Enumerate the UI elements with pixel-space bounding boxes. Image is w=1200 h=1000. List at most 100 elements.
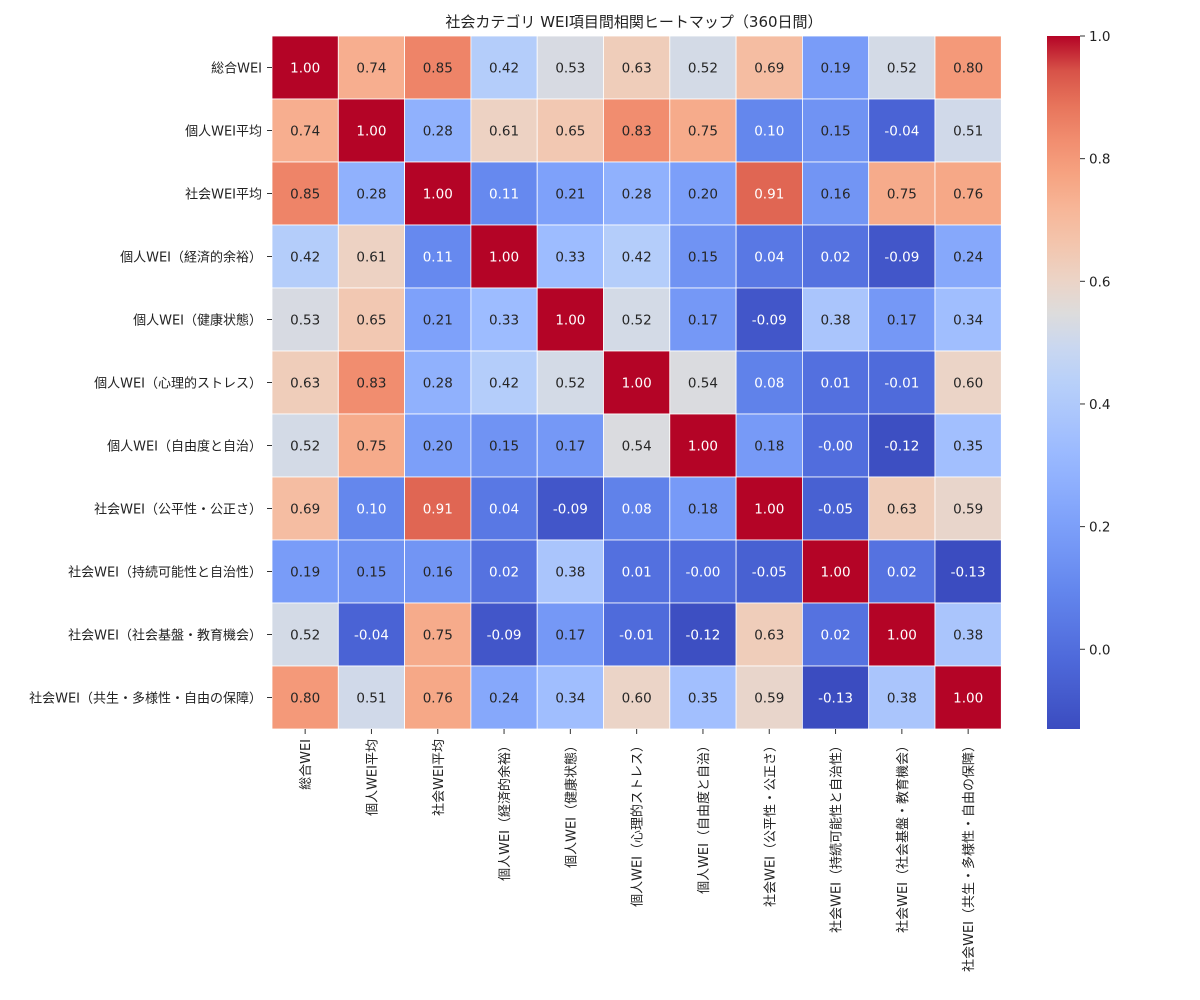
cell-value-label: 0.34 [953, 313, 983, 329]
cell-value-label: 0.08 [754, 376, 784, 392]
cell-value-label: -0.05 [752, 565, 787, 581]
row-label: 社会WEI（社会基盤・教育機会） [68, 628, 262, 644]
cell-value-label: 1.00 [887, 628, 917, 644]
cell-value-label: 0.80 [290, 691, 320, 707]
heatmap-cell [735, 602, 803, 667]
heatmap-cell [404, 413, 472, 478]
cell-value-label: 0.10 [356, 502, 386, 518]
cell-value-label: -0.00 [818, 439, 853, 455]
cell-value-label: 0.54 [688, 376, 718, 392]
cell-value-label: 0.65 [555, 124, 585, 140]
heatmap-cell [337, 287, 405, 352]
cell-value-label: 0.35 [953, 439, 983, 455]
cell-value-label: 0.42 [489, 61, 519, 77]
cell-value-label: 0.38 [555, 565, 585, 581]
heatmap-cell [603, 224, 671, 289]
cell-value-label: -0.00 [685, 565, 720, 581]
heatmap-cell [271, 665, 339, 730]
heatmap-cell [536, 287, 604, 352]
cell-value-label: 0.75 [688, 124, 718, 140]
heatmap-cell [735, 98, 803, 163]
row-label: 個人WEI（心理的ストレス） [94, 376, 262, 392]
cell-value-label: -0.04 [884, 124, 919, 140]
cell-value-label: 0.21 [555, 187, 585, 203]
cell-value-label: 0.69 [290, 502, 320, 518]
cell-value-label: 0.16 [821, 187, 851, 203]
cell-value-label: 0.52 [622, 313, 652, 329]
cell-value-label: 0.52 [290, 628, 320, 644]
cell-value-label: 0.80 [953, 61, 983, 77]
cell-value-label: 0.04 [754, 250, 784, 266]
cell-value-label: 0.91 [423, 502, 453, 518]
cell-value-label: 0.33 [555, 250, 585, 266]
heatmap-cell [536, 224, 604, 289]
cell-value-label: 0.33 [489, 313, 519, 329]
cell-value-label: 0.16 [423, 565, 453, 581]
column-labels: 総合WEI 個人WEI平均 社会WEI平均 個人WEI（経済的余裕） 個人WEI（健康状… [299, 729, 977, 972]
heatmap-cell [271, 413, 339, 478]
row-label: 社会WEI（持続可能性と自治性） [68, 565, 262, 581]
cell-value-label: 0.69 [754, 61, 784, 77]
cell-value-label: 0.17 [555, 439, 585, 455]
cell-value-label: 1.00 [356, 124, 386, 140]
cell-value-label: -0.12 [884, 439, 919, 455]
heatmap-cell [271, 35, 339, 100]
cell-value-label: 0.51 [953, 124, 983, 140]
heatmap-cell [934, 350, 1002, 415]
heatmap-cell [536, 161, 604, 226]
heatmap-cell [470, 539, 538, 604]
heatmap-cell [337, 98, 405, 163]
cell-value-label: 0.17 [887, 313, 917, 329]
cell-value-label: 0.28 [423, 376, 453, 392]
colorbar: 1.0 0.8 0.6 0.4 0.2 0.0 [1047, 29, 1110, 729]
cell-value-label: 0.76 [423, 691, 453, 707]
heatmap-cell [868, 224, 936, 289]
cell-value-label: 1.00 [688, 439, 718, 455]
cell-value-label: 0.53 [290, 313, 320, 329]
cell-value-label: 0.52 [688, 61, 718, 77]
heatmap-cell [603, 476, 671, 541]
cell-value-label: 0.60 [622, 691, 652, 707]
heatmap-cell [802, 539, 870, 604]
cell-value-label: 0.54 [622, 439, 652, 455]
column-label: 社会WEI平均 [431, 739, 447, 816]
heatmap-cell [337, 665, 405, 730]
cell-value-label: 0.17 [688, 313, 718, 329]
cell-value-label: 0.20 [688, 187, 718, 203]
heatmap-cell [868, 35, 936, 100]
colorbar-tick-label: 0.4 [1089, 397, 1110, 413]
cell-value-label: 0.38 [821, 313, 851, 329]
heatmap-cell [735, 665, 803, 730]
cell-value-label: 1.00 [622, 376, 652, 392]
heatmap-cell [934, 98, 1002, 163]
cell-value-label: 0.15 [356, 565, 386, 581]
cell-value-label: 0.15 [489, 439, 519, 455]
column-label: 個人WEI（心理的ストレス） [630, 739, 646, 907]
heatmap-cell [868, 98, 936, 163]
chart-title: 社会カテゴリ WEI項目間相関ヒートマップ（360日間） [445, 13, 822, 31]
heatmap-cell [934, 413, 1002, 478]
heatmap-cell [603, 35, 671, 100]
heatmap-cell [669, 476, 737, 541]
heatmap-cell [271, 350, 339, 415]
cell-value-label: 0.63 [622, 61, 652, 77]
column-label: 個人WEI平均 [365, 739, 380, 816]
heatmap-cell [404, 287, 472, 352]
cell-value-label: 0.74 [356, 61, 386, 77]
cell-value-label: -0.01 [884, 376, 919, 392]
column-label: 社会WEI（持続可能性と自治性） [829, 739, 845, 933]
cell-value-label: 1.00 [821, 565, 851, 581]
cell-value-label: 1.00 [953, 691, 983, 707]
heatmap-cell [536, 665, 604, 730]
heatmap-cell [470, 602, 538, 667]
heatmap-cell [868, 665, 936, 730]
column-label: 個人WEI（経済的余裕） [497, 739, 513, 881]
heatmap-cell [802, 350, 870, 415]
heatmap-cell [934, 665, 1002, 730]
cell-value-label: 0.61 [489, 124, 519, 140]
heatmap-cell [934, 161, 1002, 226]
heatmap-cell [868, 539, 936, 604]
heatmap-cell [404, 224, 472, 289]
heatmap-cell [271, 539, 339, 604]
cell-value-label: 0.02 [489, 565, 519, 581]
